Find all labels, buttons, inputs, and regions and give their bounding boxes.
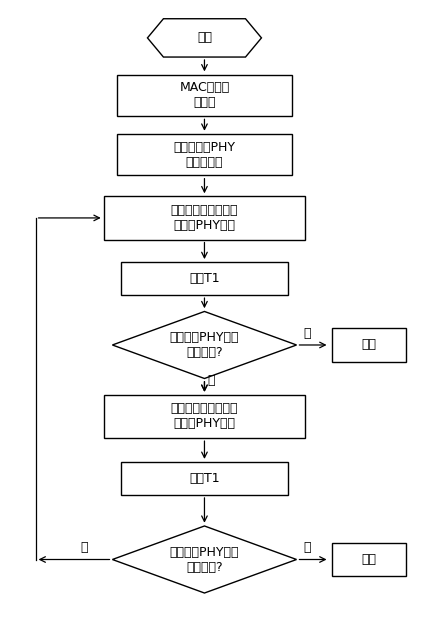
Text: 将连接测试信号发送
给第二PHY芯片: 将连接测试信号发送 给第二PHY芯片: [170, 402, 238, 430]
Bar: [121, 462, 288, 495]
Polygon shape: [147, 19, 262, 57]
Bar: [103, 395, 305, 438]
Bar: [117, 75, 292, 116]
Text: MAC控制器
初始化: MAC控制器 初始化: [179, 81, 230, 109]
Text: 是: 是: [304, 327, 311, 340]
Bar: [121, 262, 288, 295]
Text: 否: 否: [207, 374, 215, 387]
Bar: [103, 196, 305, 240]
Text: 是: 是: [304, 542, 311, 554]
Text: 将连接测试信号发送
给第一PHY芯片: 将连接测试信号发送 给第一PHY芯片: [170, 204, 238, 232]
Text: 判断第一PHY芯片
连接正常?: 判断第一PHY芯片 连接正常?: [170, 331, 239, 359]
Text: 保持: 保持: [361, 553, 377, 566]
Text: 开始: 开始: [197, 32, 212, 44]
Text: 判断第二PHY芯片
连接正常?: 判断第二PHY芯片 连接正常?: [170, 545, 239, 574]
Polygon shape: [112, 312, 297, 379]
Text: 延时T1: 延时T1: [189, 472, 220, 485]
Text: 否: 否: [80, 542, 87, 554]
Text: 延时T1: 延时T1: [189, 272, 220, 285]
Bar: [332, 543, 406, 576]
Text: 保持: 保持: [361, 339, 377, 352]
Bar: [332, 328, 406, 361]
Bar: [117, 134, 292, 175]
Text: 第一和第二PHY
芯片初始化: 第一和第二PHY 芯片初始化: [174, 141, 235, 169]
Polygon shape: [112, 526, 297, 593]
